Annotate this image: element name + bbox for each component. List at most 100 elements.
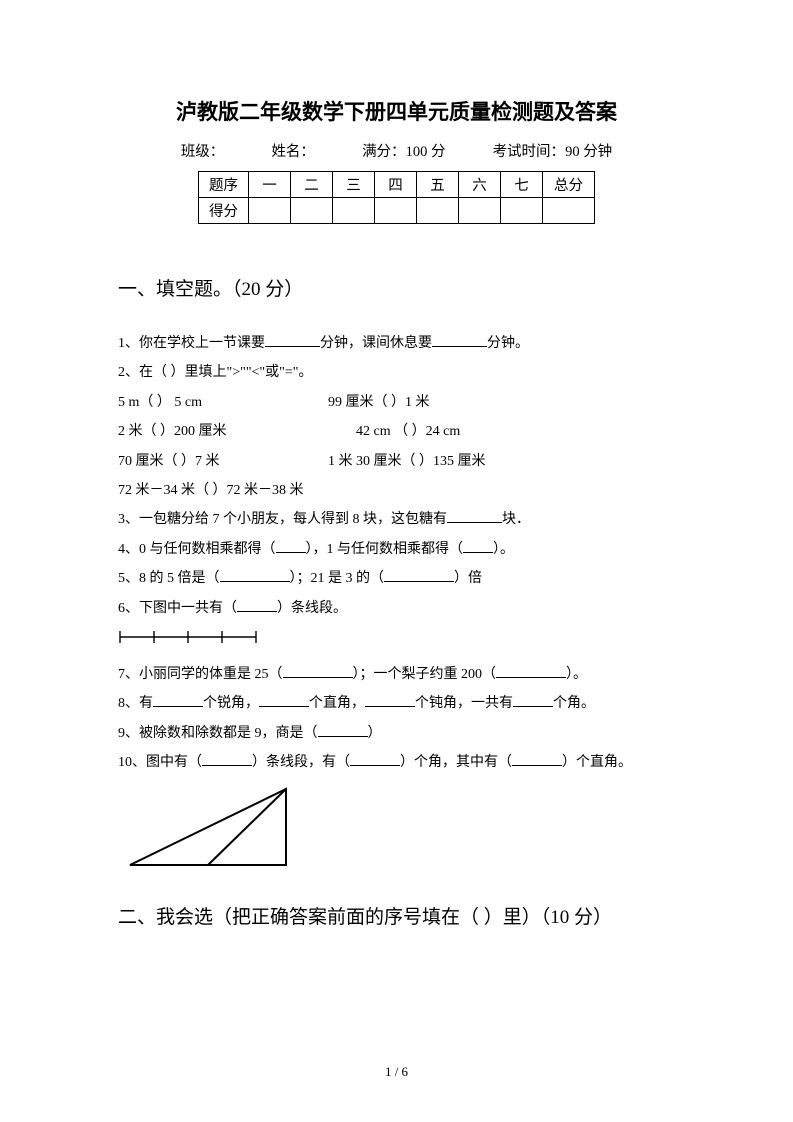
gap (315, 140, 359, 161)
text: 个角。 (553, 696, 595, 711)
text: 8、有 (118, 696, 153, 711)
cell-header: 题序 (199, 172, 249, 198)
text: 7、小丽同学的体重是 25（ (118, 667, 283, 682)
q5: 5、8 的 5 倍是（ ）；21 是 3 的（ ）倍 (118, 564, 675, 593)
cell: 一 (249, 172, 291, 198)
text: ）条线段，有（ (252, 755, 350, 770)
segment-figure (118, 629, 675, 650)
text: ）个直角。 (562, 755, 632, 770)
q8: 8、有个锐角，个直角，个钝角，一共有个角。 (118, 689, 675, 718)
text: 2 米（ ）200 厘米 (118, 417, 328, 446)
class-label: 班级： (181, 140, 225, 161)
table-row: 得分 (199, 198, 595, 224)
blank (265, 333, 320, 347)
text: 个锐角， (203, 696, 259, 711)
text: 分钟，课间休息要 (320, 336, 432, 351)
time-label: 考试时间： (493, 140, 566, 161)
blank (365, 693, 415, 707)
text: ）个角，其中有（ (400, 755, 512, 770)
text: ）；21 是 3 的（ (290, 571, 385, 586)
q2-row: 5 m（ ） 5 cm99 厘米（ ）1 米 (118, 388, 675, 417)
blank (384, 568, 454, 582)
fullscore-value: 100 分 (406, 140, 446, 161)
text: 6、下图中一共有（ (118, 601, 237, 616)
text: ） (368, 726, 382, 741)
text: ），1 与任何数相乘都得（ (306, 542, 464, 557)
gap (224, 140, 268, 161)
cell: 五 (417, 172, 459, 198)
text: 分钟。 (487, 336, 529, 351)
gap (445, 140, 489, 161)
cell-empty (333, 198, 375, 224)
blank (276, 539, 306, 553)
blank (350, 752, 400, 766)
cell-empty (375, 198, 417, 224)
blank (432, 333, 487, 347)
text: 1、你在学校上一节课要 (118, 336, 265, 351)
blank (220, 568, 290, 582)
q4: 4、0 与任何数相乘都得（ ），1 与任何数相乘都得（ ）。 (118, 535, 675, 564)
triangle-figure (128, 787, 675, 872)
blank (259, 693, 309, 707)
q10: 10、图中有（ ）条线段，有（ ）个角，其中有（ ）个直角。 (118, 748, 675, 777)
text: 个直角， (309, 696, 365, 711)
text: ）。 (566, 667, 587, 682)
blank (447, 509, 502, 523)
text: 3、一包糖分给 7 个小朋友，每人得到 8 块，这包糖有 (118, 512, 447, 527)
cell-empty (543, 198, 595, 224)
q7: 7、小丽同学的体重是 25（ ）；一个梨子约重 200（ ）。 (118, 660, 675, 689)
cell: 二 (291, 172, 333, 198)
blank (463, 539, 493, 553)
blank (318, 723, 368, 737)
cell-empty (417, 198, 459, 224)
cell: 四 (375, 172, 417, 198)
text: ）条线段。 (277, 601, 347, 616)
cell-empty (501, 198, 543, 224)
blank (153, 693, 203, 707)
text: 10、图中有（ (118, 755, 202, 770)
text: ）。 (493, 542, 514, 557)
table-row: 题序 一 二 三 四 五 六 七 总分 (199, 172, 595, 198)
cell: 三 (333, 172, 375, 198)
section-1-heading: 一、填空题。（20 分） (118, 274, 675, 301)
cell-empty (459, 198, 501, 224)
segment-svg (118, 629, 258, 645)
q6: 6、下图中一共有（ ）条线段。 (118, 594, 675, 623)
q1: 1、你在学校上一节课要 分钟，课间休息要 分钟。 (118, 329, 675, 358)
blank (202, 752, 252, 766)
text: 70 厘米（ ）7 米 (118, 447, 328, 476)
text: 99 厘米（ ）1 米 (328, 388, 675, 417)
text: 5、8 的 5 倍是（ (118, 571, 220, 586)
section-2-heading: 二、我会选（把正确答案前面的序号填在（ ）里）（10 分） (118, 902, 675, 929)
cell: 七 (501, 172, 543, 198)
text: 块． (502, 512, 530, 527)
cell-header: 得分 (199, 198, 249, 224)
text: ）倍 (454, 571, 482, 586)
triangle-svg (128, 787, 288, 867)
page-footer: 1 / 6 (0, 1064, 793, 1080)
q2-row: 2 米（ ）200 厘米42 cm （ ）24 cm (118, 417, 675, 446)
text: 42 cm （ ）24 cm (328, 417, 675, 446)
time-value: 90 分钟 (565, 140, 612, 161)
blank (237, 598, 277, 612)
text: 4、0 与任何数相乘都得（ (118, 542, 276, 557)
q2-row: 70 厘米（ ）7 米1 米 30 厘米（ ）135 厘米 (118, 447, 675, 476)
text: 5 m（ ） 5 cm (118, 388, 328, 417)
cell-empty (249, 198, 291, 224)
text: 1 米 30 厘米（ ）135 厘米 (328, 447, 675, 476)
text: 9、被除数和除数都是 9，商是（ (118, 726, 318, 741)
cell-empty (291, 198, 333, 224)
name-label: 姓名： (271, 140, 315, 161)
q3: 3、一包糖分给 7 个小朋友，每人得到 8 块，这包糖有 块． (118, 505, 675, 534)
exam-info: 班级： 姓名： 满分：100 分 考试时间：90 分钟 (118, 140, 675, 161)
cell: 六 (459, 172, 501, 198)
blank (512, 752, 562, 766)
q9: 9、被除数和除数都是 9，商是（ ） (118, 719, 675, 748)
cell-total: 总分 (543, 172, 595, 198)
blank (513, 693, 553, 707)
fullscore-label: 满分： (362, 140, 406, 161)
blank (283, 664, 353, 678)
q2-row: 72 米－34 米（ ）72 米－38 米 (118, 476, 675, 505)
text: ）；一个梨子约重 200（ (353, 667, 497, 682)
score-table: 题序 一 二 三 四 五 六 七 总分 得分 (198, 171, 595, 224)
